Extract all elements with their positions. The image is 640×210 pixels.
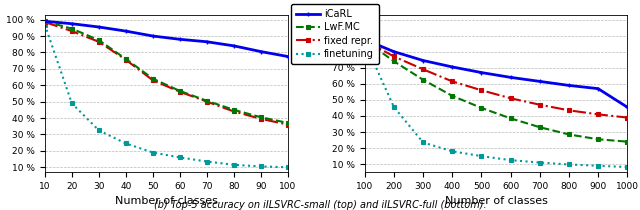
LwF.MC <box>203 100 211 102</box>
finetuning <box>361 42 369 44</box>
fixed repr. <box>623 116 631 119</box>
finetuning <box>149 151 157 154</box>
LwF.MC <box>419 79 427 81</box>
iCaRL <box>203 41 211 43</box>
finetuning <box>230 164 238 166</box>
iCaRL <box>536 80 543 83</box>
LwF.MC <box>230 109 238 111</box>
finetuning <box>95 129 102 132</box>
fixed repr. <box>230 110 238 113</box>
LwF.MC <box>507 117 515 120</box>
iCaRL <box>122 30 130 32</box>
iCaRL <box>565 84 573 87</box>
fixed repr. <box>449 80 456 83</box>
finetuning <box>257 165 265 168</box>
finetuning <box>41 23 49 26</box>
fixed repr. <box>122 59 130 61</box>
iCaRL <box>449 66 456 68</box>
Line: iCaRL: iCaRL <box>42 19 291 59</box>
LwF.MC <box>41 20 49 22</box>
LwF.MC <box>623 140 631 143</box>
LwF.MC <box>536 126 543 129</box>
iCaRL <box>284 55 292 58</box>
fixed repr. <box>477 89 485 92</box>
fixed repr. <box>284 123 292 126</box>
Legend: iCaRL, LwF.MC, fixed repr., finetuning: iCaRL, LwF.MC, fixed repr., finetuning <box>291 4 379 64</box>
iCaRL <box>390 50 398 53</box>
finetuning <box>507 159 515 161</box>
finetuning <box>390 106 398 108</box>
finetuning <box>203 160 211 163</box>
fixed repr. <box>257 118 265 120</box>
LwF.MC <box>95 39 102 41</box>
iCaRL <box>623 106 631 108</box>
Line: iCaRL: iCaRL <box>362 37 630 110</box>
finetuning <box>536 161 543 164</box>
iCaRL <box>477 71 485 74</box>
fixed repr. <box>68 30 76 32</box>
iCaRL <box>257 50 265 53</box>
finetuning <box>68 102 76 105</box>
iCaRL <box>149 35 157 37</box>
Line: LwF.MC: LwF.MC <box>43 19 290 125</box>
iCaRL <box>41 20 49 22</box>
fixed repr. <box>41 21 49 23</box>
iCaRL <box>95 26 102 28</box>
fixed repr. <box>203 100 211 103</box>
LwF.MC <box>477 107 485 109</box>
Line: finetuning: finetuning <box>363 41 629 169</box>
Line: finetuning: finetuning <box>43 22 290 169</box>
finetuning <box>176 156 184 159</box>
X-axis label: Number of classes: Number of classes <box>445 197 547 206</box>
fixed repr. <box>419 68 427 71</box>
LwF.MC <box>390 60 398 63</box>
Y-axis label: Accuracy: Accuracy <box>0 68 1 119</box>
LwF.MC <box>68 27 76 30</box>
finetuning <box>419 141 427 144</box>
finetuning <box>623 166 631 168</box>
fixed repr. <box>390 55 398 58</box>
LwF.MC <box>257 116 265 118</box>
X-axis label: Number of classes: Number of classes <box>115 197 218 206</box>
finetuning <box>477 155 485 157</box>
LwF.MC <box>361 39 369 42</box>
LwF.MC <box>594 138 602 140</box>
iCaRL <box>419 59 427 62</box>
fixed repr. <box>361 39 369 42</box>
iCaRL <box>507 76 515 79</box>
fixed repr. <box>149 79 157 82</box>
finetuning <box>594 164 602 167</box>
finetuning <box>122 142 130 145</box>
fixed repr. <box>565 109 573 112</box>
Line: fixed repr.: fixed repr. <box>43 20 290 127</box>
fixed repr. <box>594 113 602 116</box>
LwF.MC <box>284 122 292 124</box>
finetuning <box>565 163 573 166</box>
fixed repr. <box>536 104 543 106</box>
iCaRL <box>361 38 369 41</box>
LwF.MC <box>122 58 130 60</box>
iCaRL <box>230 45 238 47</box>
LwF.MC <box>149 77 157 80</box>
fixed repr. <box>95 41 102 43</box>
LwF.MC <box>449 94 456 97</box>
Text: (b) Top-5 accuracy on iILSVRC-small (top) and iILSVRC-full (bottom).: (b) Top-5 accuracy on iILSVRC-small (top… <box>154 200 486 210</box>
iCaRL <box>176 38 184 41</box>
Line: fixed repr.: fixed repr. <box>363 38 629 120</box>
iCaRL <box>594 87 602 90</box>
LwF.MC <box>565 133 573 136</box>
finetuning <box>284 166 292 169</box>
fixed repr. <box>507 97 515 100</box>
fixed repr. <box>176 91 184 93</box>
LwF.MC <box>176 90 184 92</box>
finetuning <box>449 150 456 153</box>
iCaRL <box>68 22 76 25</box>
Line: LwF.MC: LwF.MC <box>363 38 629 144</box>
